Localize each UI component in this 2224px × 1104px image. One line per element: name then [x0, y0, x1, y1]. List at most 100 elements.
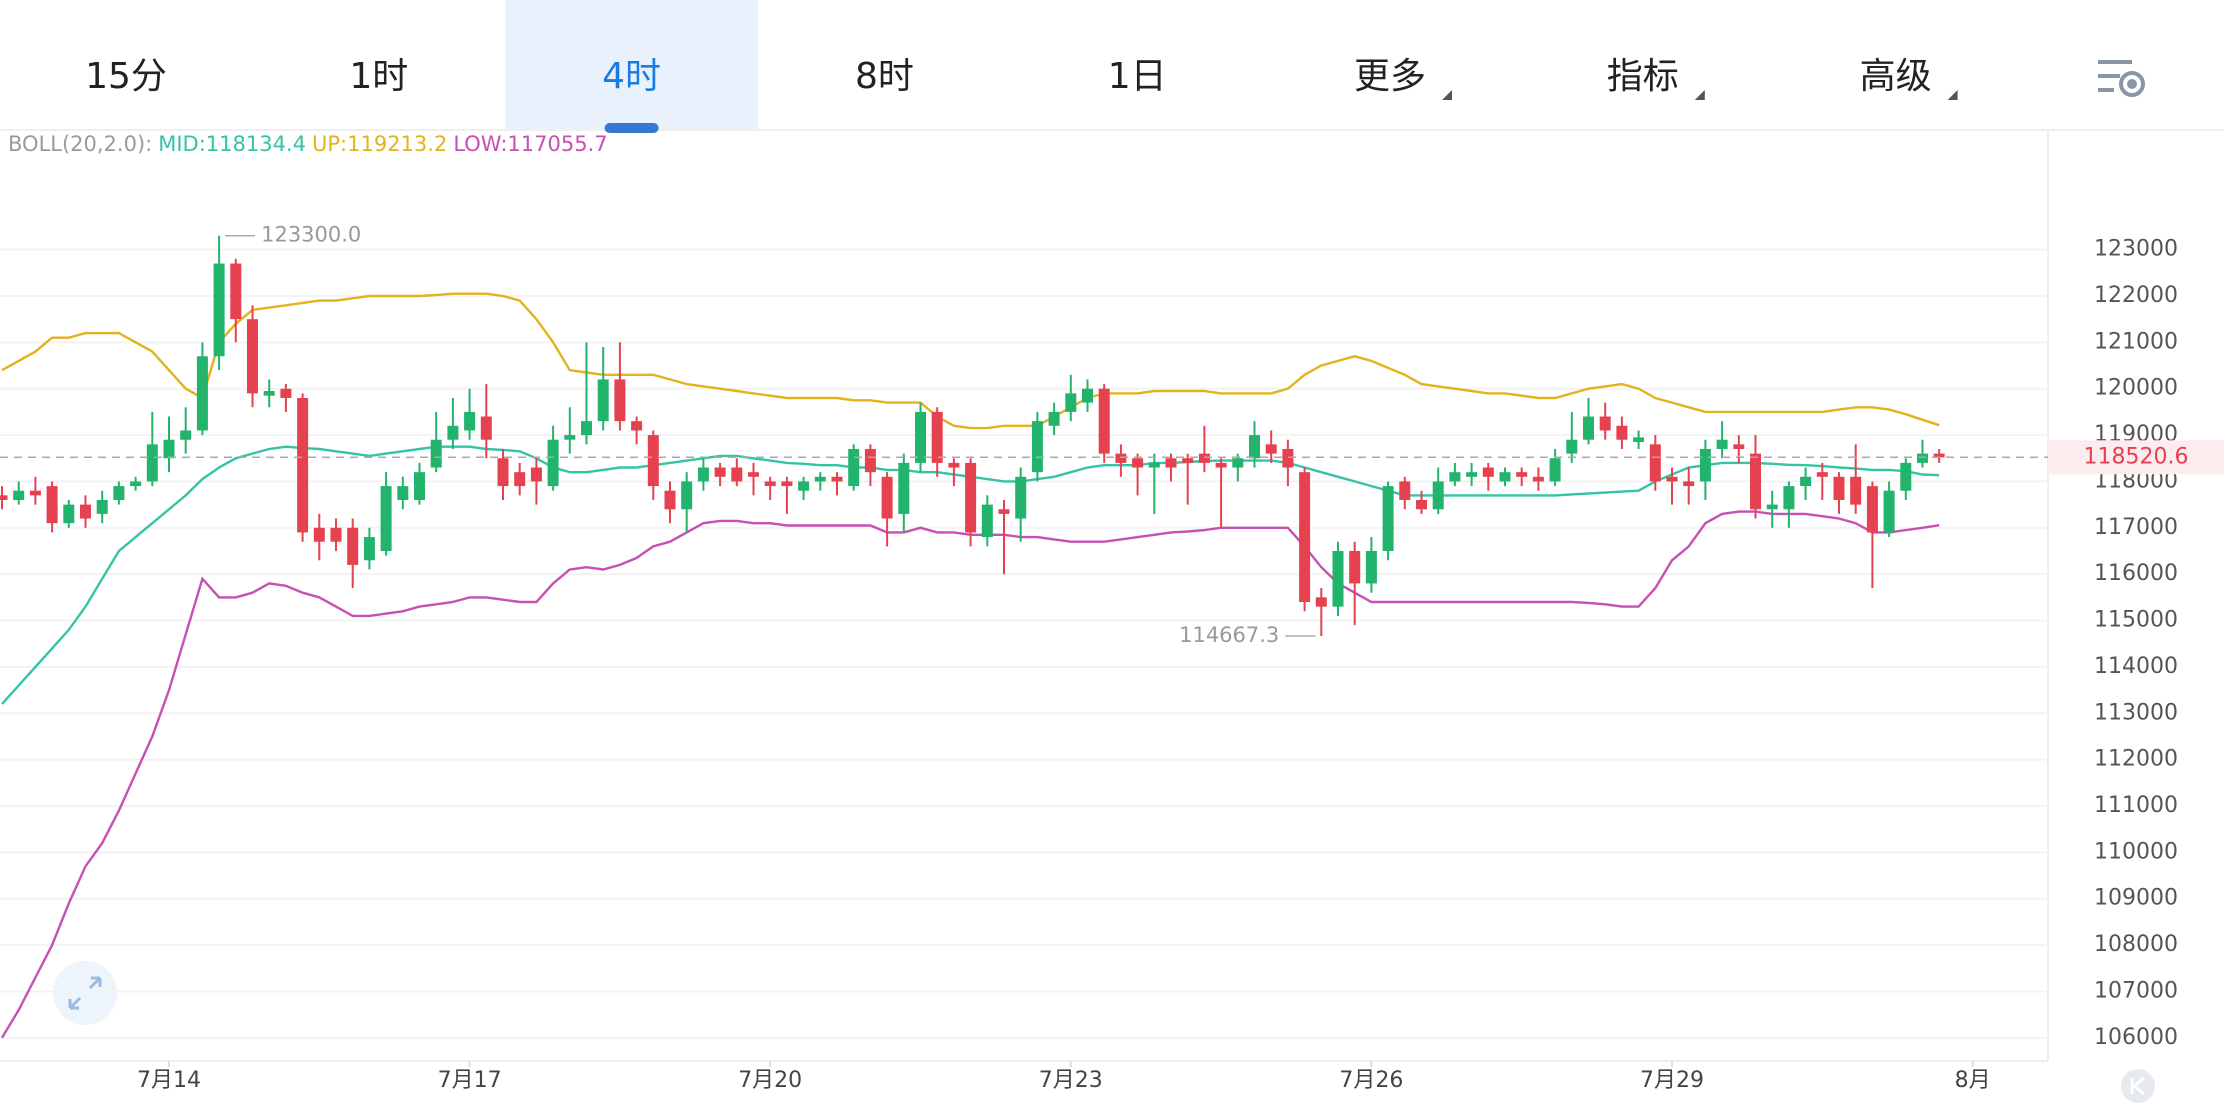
- candle-body: [881, 476, 893, 519]
- candle-body: [1616, 425, 1628, 440]
- candle-body: [1566, 439, 1578, 454]
- candle-body: [447, 425, 459, 440]
- candle-body: [1750, 453, 1761, 510]
- legend-value: 117055.7: [507, 132, 607, 156]
- candle-body: [430, 439, 442, 468]
- candle-body: [297, 397, 309, 533]
- candle-body: [965, 462, 977, 533]
- y-tick-label: 121000: [2094, 329, 2178, 354]
- candle-body: [130, 481, 142, 487]
- candle-body: [96, 499, 108, 514]
- candle-body: [547, 439, 559, 487]
- tab[interactable]: 15分: [85, 56, 167, 97]
- candle-body: [814, 476, 826, 482]
- candle-body: [864, 448, 876, 473]
- candle-body: [1182, 458, 1194, 463]
- min-label: 114667.3: [1179, 623, 1279, 647]
- candle-body: [480, 416, 492, 440]
- y-tick-label: 122000: [2094, 283, 2178, 308]
- candle-body: [46, 486, 58, 524]
- dropdown-marker: [1694, 90, 1705, 100]
- candle-body: [1416, 499, 1427, 510]
- candle-body: [898, 462, 910, 514]
- y-tick-label: 117000: [2094, 515, 2178, 540]
- tab-label: 1日: [1108, 56, 1167, 97]
- candle-body: [530, 467, 542, 482]
- candle-body: [1466, 472, 1478, 477]
- scroll-end-button[interactable]: [2121, 1069, 2155, 1103]
- x-tick-label: 8月: [1955, 1068, 1991, 1093]
- candle-body: [29, 490, 41, 496]
- tab[interactable]: 1时: [349, 56, 408, 97]
- tab-active-bg: [505, 0, 758, 129]
- candle-body: [1031, 421, 1043, 473]
- candle-body: [664, 490, 676, 510]
- candle-body: [1432, 481, 1444, 510]
- candle-body: [1516, 472, 1528, 477]
- settings-icon[interactable]: [2098, 60, 2145, 97]
- tab-label: 15分: [85, 56, 167, 97]
- y-tick-label: 111000: [2094, 793, 2178, 818]
- candle-body: [1148, 462, 1160, 468]
- x-tick-label: 7月29: [1640, 1068, 1704, 1093]
- tab[interactable]: 8时: [855, 56, 914, 97]
- y-tick-label: 116000: [2094, 561, 2178, 586]
- candle-body: [1699, 448, 1711, 482]
- candle-body: [514, 472, 526, 487]
- candle-body: [230, 263, 242, 320]
- tab[interactable]: 1日: [1108, 56, 1167, 97]
- indicator-legend: BOLL(20,2.0): MID:118134.4 UP:119213.2 LOW:…: [8, 132, 608, 156]
- candle-body: [1933, 453, 1945, 458]
- candle-body: [1833, 476, 1845, 500]
- tab-label: 更多: [1354, 56, 1426, 97]
- tab[interactable]: 更多: [1354, 56, 1452, 100]
- candle-body: [1232, 458, 1244, 468]
- candle-body: [1532, 476, 1544, 482]
- candle-body: [1132, 458, 1144, 468]
- x-tick-label: 7月14: [137, 1068, 201, 1093]
- tab-active-indicator: [604, 123, 659, 133]
- tab-label: 4时: [602, 56, 661, 97]
- last-price-label: 118520.6: [2084, 444, 2189, 469]
- candle-body: [313, 527, 325, 542]
- candle-body: [1633, 437, 1645, 443]
- candle-body: [1683, 481, 1695, 487]
- candle-body: [1365, 550, 1377, 584]
- candle-body: [1783, 486, 1795, 510]
- candle-body: [1349, 550, 1361, 584]
- y-tick-label: 107000: [2094, 978, 2178, 1003]
- candle-body: [380, 486, 392, 551]
- candle-body: [915, 411, 926, 463]
- tab[interactable]: 指标: [1607, 56, 1705, 100]
- candle-body: [1549, 458, 1561, 482]
- y-tick-label: 106000: [2094, 1025, 2178, 1050]
- tab[interactable]: 高级: [1860, 56, 1958, 100]
- candle-body: [1115, 453, 1127, 463]
- candle-body: [831, 476, 843, 482]
- candle-body: [1249, 435, 1260, 459]
- tab-label: 8时: [855, 56, 914, 97]
- candle-body: [1015, 476, 1027, 519]
- indicator-name: BOLL(20,2.0):: [8, 132, 152, 156]
- candle-body: [1082, 388, 1093, 403]
- last-price-tag: [2048, 440, 2224, 475]
- candle-body: [1198, 453, 1210, 463]
- candle-body: [631, 421, 643, 431]
- candle-body: [597, 379, 609, 422]
- candle-body: [1299, 472, 1311, 602]
- boll-line: [1, 292, 1940, 430]
- candle-body: [848, 448, 860, 487]
- candle-body: [1098, 388, 1110, 454]
- candle-body: [564, 435, 576, 440]
- candle-body: [1649, 444, 1661, 482]
- candle-body: [497, 458, 509, 487]
- y-tick-label: 109000: [2094, 886, 2178, 911]
- expand-button[interactable]: [53, 961, 117, 1025]
- candle-body: [263, 391, 275, 396]
- candle-body: [1382, 486, 1394, 551]
- tab[interactable]: 4时: [505, 0, 758, 133]
- tab-label: 指标: [1607, 56, 1679, 97]
- candle-body: [697, 467, 709, 482]
